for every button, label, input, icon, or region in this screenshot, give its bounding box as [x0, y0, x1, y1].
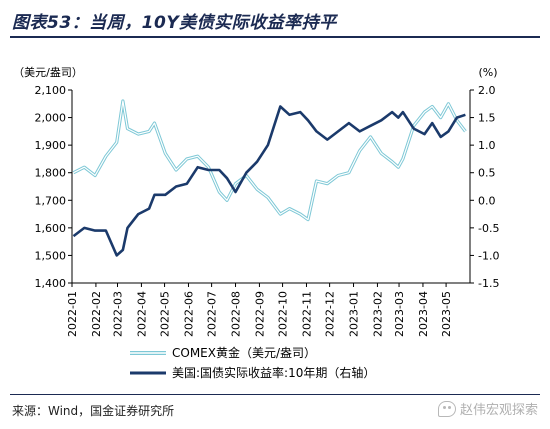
wechat-icon	[437, 400, 456, 417]
chart: （美元/盎司） (%) 2,100 2,000 1,900 1,800 1,700 1,6…	[13, 65, 500, 380]
x-tick-label: 2022-05	[159, 291, 172, 337]
right-tick-label: -0.5	[478, 222, 499, 235]
legend-label: 美国:国债实际收益率:10年期（右轴）	[172, 365, 375, 380]
x-tick-label: 2023-02	[371, 291, 384, 337]
x-tick-label: 2022-07	[206, 291, 219, 337]
x-tick-label: 2023-01	[348, 291, 361, 337]
left-tick-label: 1,600	[35, 222, 67, 235]
source-note: 来源：Wind，国金证券研究所	[12, 404, 175, 418]
footer-divider	[10, 394, 540, 395]
left-tick-label: 1,500	[35, 249, 67, 262]
right-axis-unit: (%)	[478, 66, 497, 79]
figure-title: 图表53：当周，10Y美债实际收益率持平	[12, 13, 337, 33]
x-tick-label: 2022-12	[324, 291, 337, 337]
left-tick-label: 1,700	[35, 194, 67, 207]
x-tick-label: 2022-10	[277, 291, 290, 337]
x-tick-label: 2022-09	[253, 291, 266, 337]
left-tick-label: 1,800	[35, 167, 67, 180]
right-tick-label: -1.0	[478, 249, 499, 262]
right-tick-label: 0.5	[478, 167, 496, 180]
legend: COMEX黄金（美元/盎司） 美国:国债实际收益率:10年期（右轴）	[130, 345, 375, 380]
right-tick-label: 1.0	[478, 139, 496, 152]
right-tick-label: 0.0	[478, 194, 496, 207]
right-tick-label: 1.5	[478, 112, 496, 125]
x-tick-label: 2022-04	[135, 291, 148, 337]
watermark: 赵伟宏观探索	[437, 399, 538, 418]
axes: 2,100 2,000 1,900 1,800 1,700 1,600 1,500 1,400…	[35, 84, 500, 337]
watermark-text: 赵伟宏观探索	[459, 403, 538, 418]
left-tick-label: 1,400	[35, 277, 67, 290]
real-yield-series-line	[72, 105, 466, 257]
right-tick-label: -1.5	[478, 277, 499, 290]
left-tick-label: 1,900	[35, 139, 67, 152]
x-tick-label: 2023-04	[417, 291, 430, 337]
x-tick-label: 2022-02	[90, 291, 103, 337]
left-axis-unit: （美元/盎司）	[13, 65, 83, 79]
x-tick-label: 2023-05	[440, 291, 453, 337]
left-tick-label: 2,000	[35, 112, 67, 125]
legend-label: COMEX黄金（美元/盎司）	[172, 345, 316, 360]
x-tick-label: 2022-08	[230, 291, 243, 337]
series-layer	[72, 99, 467, 257]
title-divider	[10, 36, 540, 38]
x-tick-label: 2022-01	[66, 291, 79, 337]
gold-series-line	[73, 100, 466, 221]
x-tick-label: 2022-11	[300, 291, 313, 337]
right-tick-label: 2.0	[478, 84, 496, 97]
x-tick-label: 2022-03	[112, 291, 125, 337]
left-tick-label: 2,100	[35, 84, 67, 97]
x-tick-label: 2022-06	[182, 291, 195, 337]
x-tick-label: 2023-03	[393, 291, 406, 337]
